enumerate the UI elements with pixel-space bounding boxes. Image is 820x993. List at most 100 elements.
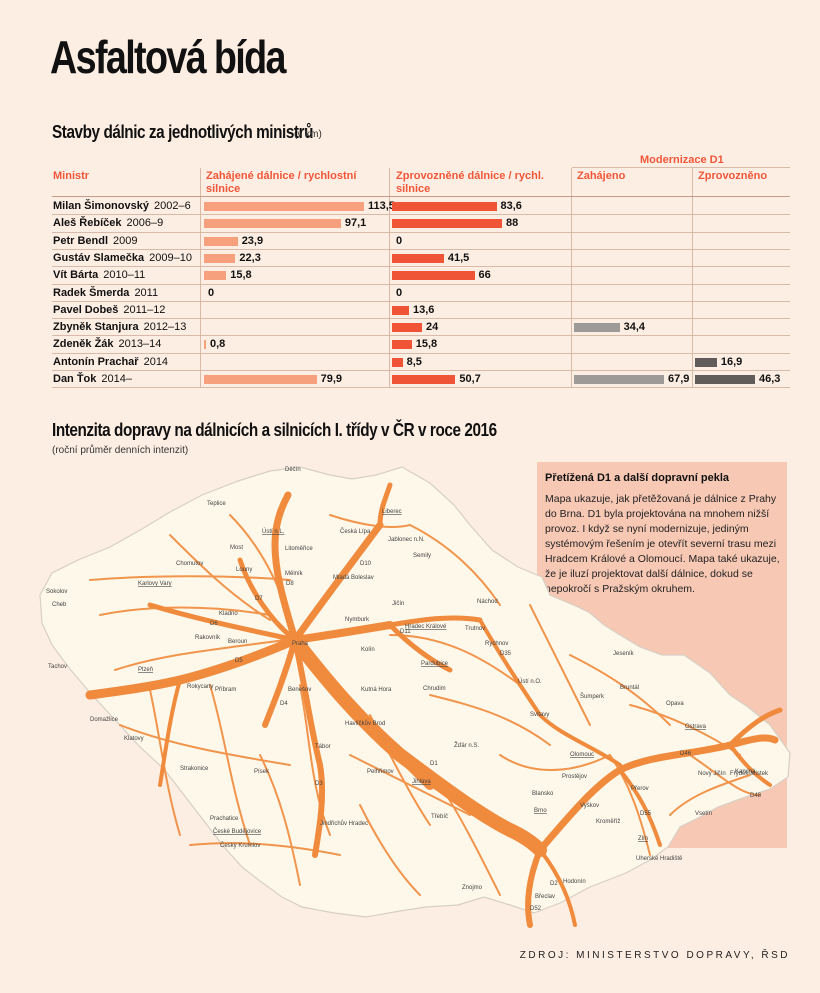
city-label: Mladá Boleslav bbox=[333, 575, 374, 581]
city-label: Žďár n.S. bbox=[454, 741, 479, 749]
city-label: Frýdek-Místek bbox=[730, 771, 769, 777]
minister-name-text: Zbyněk Stanjura bbox=[53, 321, 139, 334]
city-label: Jičín bbox=[392, 601, 404, 607]
city-label: Trutnov bbox=[465, 626, 485, 632]
road-label: D7 bbox=[255, 596, 263, 602]
value-opened: 8,5 bbox=[406, 355, 422, 368]
value-d1-opened: 46,3 bbox=[759, 373, 781, 385]
city-label: Louny bbox=[236, 567, 252, 573]
header-started: Zahájené dálnice / rychlostní silnice bbox=[206, 170, 357, 195]
city-label: Třebíč bbox=[431, 814, 448, 820]
city-label: Šumperk bbox=[580, 693, 605, 700]
map-section-header: Intenzita dopravy na dálnicích a silnicí… bbox=[52, 420, 575, 441]
city-label: Benešov bbox=[288, 687, 311, 693]
minister-name-text: Pavel Dobeš bbox=[53, 303, 119, 316]
bar-started bbox=[204, 253, 236, 263]
bar-opened bbox=[392, 305, 409, 315]
city-label: Klatovy bbox=[124, 736, 144, 742]
city-label: Litoměřice bbox=[285, 546, 313, 552]
bar-opened bbox=[392, 202, 497, 211]
major-roads bbox=[85, 482, 783, 928]
minister-term: 2009 bbox=[113, 234, 138, 247]
traffic-map: Děčín Liberec Teplice Ústí n.L. Česká Lípa Ja… bbox=[39, 466, 791, 928]
road-label: D55 bbox=[640, 811, 652, 817]
bar-d1-started bbox=[574, 375, 664, 384]
value-opened: 83,6 bbox=[500, 200, 522, 212]
city-label: Rychnov bbox=[485, 641, 508, 647]
city-label: Znojmo bbox=[462, 885, 483, 891]
row-divider bbox=[52, 352, 790, 354]
road-labels: D8 D10 D11 D5 D6 D7 D4 D3 D1 D2 D35 D46 D55 D48 D52 bbox=[210, 561, 762, 912]
header-divider bbox=[52, 196, 790, 197]
city-label: Hodonín bbox=[563, 879, 586, 885]
minister-name-text: Zdeněk Žák bbox=[53, 338, 114, 351]
city-label: Plzeň bbox=[138, 667, 153, 673]
infobox-title: Přetížená D1 a další dopravní pekla bbox=[545, 472, 730, 484]
road-label: D11 bbox=[400, 629, 411, 635]
city-label: Pelhřimov bbox=[367, 769, 394, 775]
row-divider bbox=[52, 318, 790, 320]
city-label: Praha bbox=[292, 641, 309, 647]
bar-started bbox=[204, 375, 317, 384]
page-title: Asfaltová bída bbox=[50, 31, 287, 83]
city-label: Příbram bbox=[215, 687, 236, 693]
minister-term: 2010–11 bbox=[103, 269, 146, 282]
city-label: Blansko bbox=[532, 791, 554, 797]
bar-opened bbox=[392, 340, 412, 350]
minister-name: Pavel Dobeš 2011–12 bbox=[53, 304, 165, 316]
value-opened: 66 bbox=[478, 269, 491, 282]
city-label: České Budějovice bbox=[213, 828, 262, 835]
city-label: Prostějov bbox=[562, 774, 587, 780]
value-started: 22,3 bbox=[239, 251, 261, 264]
road-label: D46 bbox=[680, 751, 692, 757]
city-label: Nymburk bbox=[345, 617, 370, 623]
minister-name-text: Milan Šimonovský bbox=[53, 200, 149, 212]
city-label: Mělník bbox=[285, 571, 304, 577]
city-label: Domažlice bbox=[90, 717, 119, 723]
value-d1-started: 34,4 bbox=[623, 321, 646, 334]
minister-term: 2002–6 bbox=[153, 200, 191, 212]
road-label: D48 bbox=[750, 793, 762, 799]
road-label: D8 bbox=[286, 581, 294, 587]
bar-started bbox=[204, 202, 364, 211]
minister-term: 2011 bbox=[134, 286, 159, 299]
infobox-text: Mapa ukazuje, jak přetěžovaná je dálnice… bbox=[545, 493, 780, 595]
city-label: Vyškov bbox=[580, 803, 599, 809]
row-divider bbox=[52, 370, 790, 371]
city-label: Karviná bbox=[735, 769, 756, 775]
value-opened: 24 bbox=[426, 321, 439, 334]
value-opened: 50,7 bbox=[459, 373, 481, 385]
row-divider bbox=[52, 214, 790, 216]
minister-name: Vít Bárta 2010–11 bbox=[53, 269, 145, 281]
row-divider bbox=[52, 231, 790, 233]
column-separator bbox=[571, 168, 572, 389]
minister-name: Petr Bendl 2009 bbox=[53, 235, 138, 247]
value-started: 0 bbox=[208, 286, 215, 299]
bar-opened bbox=[392, 253, 444, 263]
row-divider bbox=[52, 248, 790, 250]
column-separator bbox=[692, 168, 693, 389]
city-label: Svitavy bbox=[530, 712, 549, 718]
city-label: Jablonec n.N. bbox=[388, 537, 425, 543]
city-label: Pardubice bbox=[421, 661, 449, 667]
city-label: Jihlava bbox=[412, 779, 431, 785]
table-unit: (v km) bbox=[294, 129, 322, 140]
city-label: Náchod bbox=[477, 599, 498, 605]
bar-d1-started bbox=[574, 323, 620, 333]
city-labels: Děčín Liberec Teplice Ústí n.L. Česká Lípa Ja… bbox=[46, 467, 769, 900]
road-label: D5 bbox=[235, 658, 243, 664]
bar-opened bbox=[392, 375, 456, 384]
value-opened: 41,5 bbox=[447, 251, 470, 264]
value-opened: 15,8 bbox=[415, 338, 438, 351]
bar-opened bbox=[392, 357, 403, 367]
road-label: D1 bbox=[430, 761, 438, 767]
city-label: Rakovník bbox=[195, 635, 221, 641]
czech-republic-outline bbox=[39, 466, 791, 918]
city-label: Havlíčkův Brod bbox=[345, 720, 385, 727]
row-divider bbox=[52, 266, 790, 268]
city-label: Semily bbox=[413, 553, 431, 559]
city-label: Česká Lípa bbox=[340, 528, 371, 535]
city-label: Chomutov bbox=[176, 561, 203, 567]
minister-term: 2013–14 bbox=[118, 338, 162, 351]
minister-name-text: Antonín Prachař bbox=[53, 355, 139, 368]
